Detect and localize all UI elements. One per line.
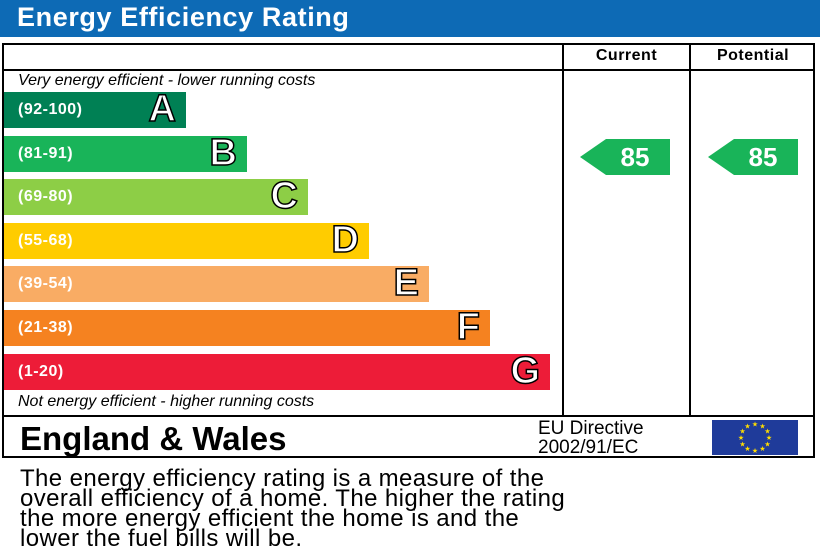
bottom-note: Not energy efficient - higher running co…: [18, 393, 315, 410]
svg-text:★: ★: [759, 445, 765, 453]
header-divider: [2, 69, 815, 71]
column-current-label: Current: [595, 47, 658, 64]
arrow-shape-icon: [708, 139, 798, 175]
country-label: England & Wales: [20, 420, 287, 457]
top-note: Very energy efficient - lower running co…: [18, 72, 316, 89]
directive-line1: EU Directive: [538, 418, 644, 439]
svg-text:★: ★: [738, 434, 744, 442]
svg-text:★: ★: [744, 423, 750, 431]
band-range-label: (69-80): [18, 188, 74, 206]
band-range-label: (1-20): [18, 362, 64, 380]
potential-rating-arrow: 85: [708, 139, 798, 175]
band-letter: C: [270, 174, 299, 218]
band-a: (92-100) A: [4, 87, 186, 131]
arrow-shape-icon: [580, 139, 670, 175]
directive-line2: 2002/91/EC: [538, 437, 639, 458]
band-range-label: (81-91): [18, 144, 74, 162]
svg-text:★: ★: [764, 428, 770, 436]
band-d: (55-68) D: [4, 218, 369, 262]
band-letter: A: [148, 87, 177, 131]
band-range-label: (92-100): [18, 101, 83, 118]
title-bar: Energy Efficiency Rating: [0, 0, 820, 37]
divider-potential: [689, 43, 691, 417]
svg-text:★: ★: [739, 441, 745, 449]
band-letter: G: [510, 349, 541, 393]
current-rating-value: 85: [620, 142, 650, 172]
band-range-label: (21-38): [18, 319, 74, 336]
band-letter: B: [209, 131, 238, 175]
chart-title: Energy Efficiency Rating: [17, 2, 350, 32]
band-e: (39-54) E: [4, 262, 429, 305]
divider-current: [562, 43, 564, 417]
band-letter: F: [456, 305, 481, 349]
band-f: (21-38) F: [4, 305, 490, 349]
description: The energy efficiency rating is a measur…: [20, 465, 810, 552]
svg-text:★: ★: [764, 441, 770, 449]
description-line: overall efficiency of a home. The higher…: [20, 485, 566, 512]
band-letter: D: [331, 218, 360, 262]
band-c: (69-80) C: [4, 174, 308, 218]
rating-frame: [2, 43, 815, 458]
band-range-label: (55-68): [18, 231, 74, 249]
description-line: The energy efficiency rating is a measur…: [20, 465, 545, 492]
potential-rating-value: 85: [748, 142, 778, 172]
description-line: the more energy efficient the home is an…: [20, 505, 520, 532]
svg-text:★: ★: [739, 428, 745, 436]
band-range-label: (39-54): [18, 275, 74, 293]
svg-text:★: ★: [752, 447, 758, 455]
footer-divider: [2, 415, 815, 417]
eu-flag-icon: ★ ★ ★ ★ ★ ★ ★ ★ ★ ★ ★ ★: [712, 420, 798, 455]
band-letter: E: [393, 262, 420, 306]
band-b: (81-91) B: [4, 131, 247, 174]
current-rating-arrow: 85: [580, 139, 670, 175]
svg-text:★: ★: [752, 421, 758, 429]
svg-text:★: ★: [744, 445, 750, 453]
description-line: lower the fuel bills will be.: [20, 525, 303, 552]
column-potential-label: Potential: [716, 47, 790, 64]
svg-text:★: ★: [759, 423, 765, 431]
svg-text:★: ★: [766, 434, 772, 442]
band-g: (1-20) G: [4, 349, 550, 392]
